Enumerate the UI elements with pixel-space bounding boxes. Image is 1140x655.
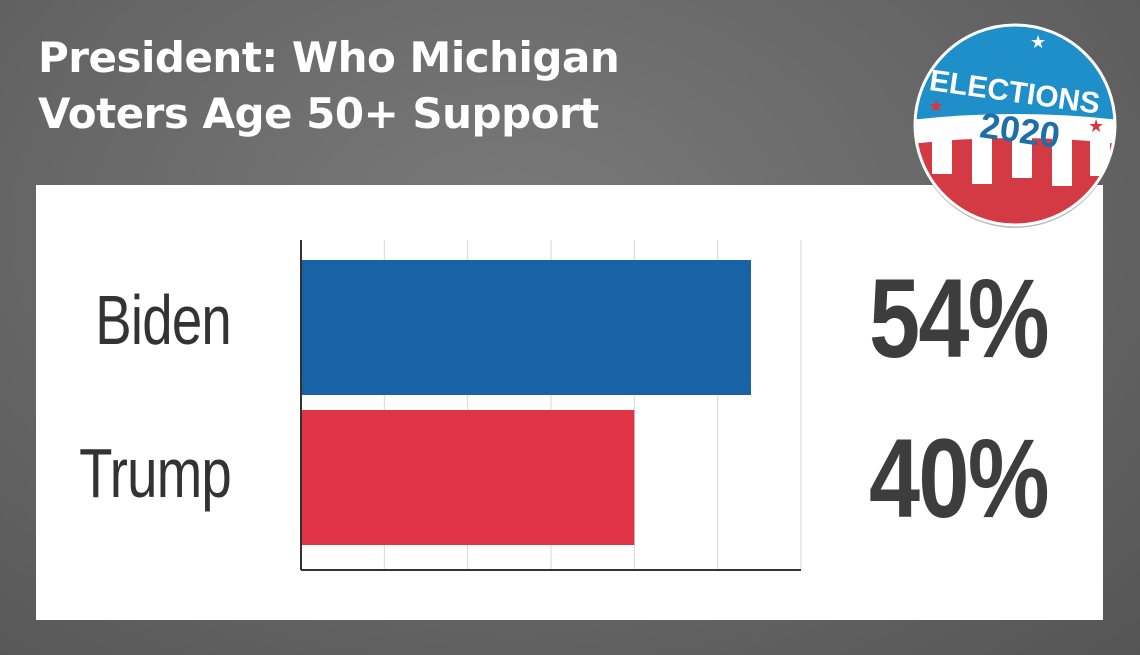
chart-title: President: Who Michigan Voters Age 50+ S…	[38, 30, 620, 142]
bar-chart	[300, 240, 802, 571]
chart-panel: Biden Trump 54% 40%	[36, 185, 1103, 620]
badge-star-top-icon: ★	[1030, 32, 1046, 53]
title-line-1: President: Who Michigan	[38, 33, 620, 82]
category-label-trump: Trump	[79, 434, 232, 512]
category-label-biden: Biden	[95, 281, 232, 359]
badge-star-left-icon: ★	[928, 96, 944, 117]
value-label-biden: 54%	[869, 256, 1050, 381]
bar-biden	[301, 260, 751, 395]
elections-2020-badge: ★ ★ ★ ELECTIONS 2020	[910, 20, 1120, 230]
title-line-2: Voters Age 50+ Support	[38, 89, 599, 138]
badge-graphic: ★ ★ ★ ELECTIONS 2020	[913, 23, 1117, 228]
badge-star-right-icon: ★	[1088, 116, 1104, 137]
bar-trump	[301, 410, 635, 545]
value-label-trump: 40%	[869, 416, 1050, 541]
